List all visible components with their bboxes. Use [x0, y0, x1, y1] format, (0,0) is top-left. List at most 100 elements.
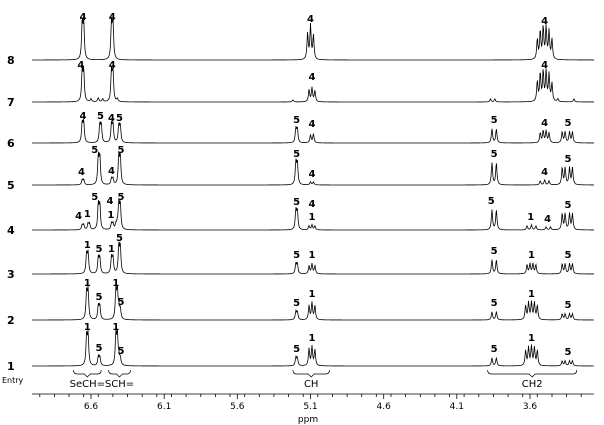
peak-label: 4: [541, 60, 548, 71]
peak-label: 4: [309, 199, 316, 210]
x-tick-label: 5.1: [303, 402, 317, 412]
region-bracket: [487, 369, 578, 378]
peak-label: 1: [108, 244, 115, 255]
peak-label: 5: [491, 115, 498, 126]
region-label: CH2: [522, 379, 543, 390]
peak-label: 5: [96, 343, 103, 354]
peak-label: 5: [293, 344, 300, 355]
spectrum-entry-4: [32, 199, 594, 231]
region-bracket: [73, 369, 102, 378]
peak-label: 5: [97, 111, 104, 122]
peak-label: 4: [80, 111, 87, 122]
entry-label-2: 2: [7, 314, 15, 327]
spectrum-entry-1: [32, 328, 594, 367]
peak-label: 1: [112, 322, 119, 333]
x-axis: 6.6 6.1 5.6 5.1 4.6 4.1 3.6: [32, 393, 594, 412]
region-bracket: [292, 369, 330, 378]
peak-label: 4: [307, 14, 314, 25]
region-label: SCH=: [105, 379, 134, 390]
spectrum-entry-8: [32, 16, 594, 61]
peak-label: 5: [293, 115, 300, 126]
peak-label: 5: [491, 149, 498, 160]
peak-label: 5: [488, 196, 495, 207]
region-label: SeCH=: [70, 379, 105, 390]
x-tick-label: 5.6: [230, 402, 245, 412]
peak-label: 5: [565, 300, 572, 311]
peak-label: 5: [293, 298, 300, 309]
entry-label-8: 8: [7, 54, 15, 67]
peak-label: 5: [491, 246, 498, 257]
peak-label: 4: [80, 12, 87, 23]
peak-label: 5: [293, 149, 300, 160]
spectrum-entry-6: [32, 119, 594, 144]
peak-label: 5: [116, 233, 123, 244]
peak-label: 5: [96, 292, 103, 303]
peak-label: 5: [565, 118, 572, 129]
peak-label: 1: [107, 210, 114, 221]
peak-label: 1: [84, 209, 91, 220]
peak-label: 4: [108, 113, 115, 124]
x-axis-title: ppm: [298, 415, 318, 425]
entry-label-3: 3: [7, 268, 15, 281]
peak-label: 4: [309, 119, 316, 130]
peak-label: 1: [309, 289, 316, 300]
peak-label: 5: [91, 145, 98, 156]
peak-label: 1: [309, 250, 316, 261]
peak-label: 4: [109, 60, 116, 71]
region-brackets-layer: SeCH= SCH= CH CH2: [70, 369, 578, 390]
entry-label-1: 1: [7, 360, 15, 373]
peak-label: 4: [78, 167, 85, 178]
spectra-layer: [32, 16, 594, 367]
peak-label: 4: [309, 72, 316, 83]
peak-label: 5: [491, 298, 498, 309]
peak-label: 5: [118, 145, 125, 156]
peak-label: 4: [309, 169, 316, 180]
entry-label-5: 5: [7, 179, 15, 192]
peak-label: 5: [293, 197, 300, 208]
peak-label: 1: [527, 212, 534, 223]
peak-label: 1: [528, 250, 535, 261]
spectrum-entry-2: [32, 285, 594, 321]
peak-label: 4: [108, 166, 115, 177]
peak-label: 1: [84, 240, 91, 251]
peak-label: 4: [109, 12, 116, 23]
entry-axis-label: Entry: [2, 376, 24, 385]
peak-label: 5: [565, 154, 572, 165]
peak-label: 1: [84, 278, 91, 289]
peak-label: 4: [107, 196, 114, 207]
peak-label: 5: [565, 250, 572, 261]
peak-label: 4: [75, 211, 82, 222]
peak-label: 5: [293, 250, 300, 261]
peak-label: 1: [528, 289, 535, 300]
entry-label-4: 4: [7, 224, 15, 237]
peak-label: 5: [91, 192, 98, 203]
entry-label-7: 7: [7, 96, 15, 109]
x-tick-label: 4.1: [450, 402, 464, 412]
peak-label: 5: [565, 347, 572, 358]
x-tick-label: 6.1: [157, 402, 171, 412]
region-bracket: [108, 369, 131, 378]
x-tick-label: 3.6: [523, 402, 538, 412]
peak-label: 4: [544, 214, 551, 225]
peak-label: 5: [118, 297, 125, 308]
entry-labels-layer: 8 7 6 5 4 3 2 1: [7, 54, 15, 373]
peak-label: 1: [84, 322, 91, 333]
entry-label-6: 6: [7, 137, 15, 150]
peak-label: 5: [118, 192, 125, 203]
peak-label: 1: [309, 212, 316, 223]
peak-label: 5: [118, 346, 125, 357]
spectrum-entry-5: [32, 151, 594, 186]
x-tick-label: 6.6: [84, 402, 99, 412]
x-tick-label: 4.6: [377, 402, 392, 412]
peak-label: 5: [96, 244, 103, 255]
peak-label: 4: [541, 16, 548, 27]
peak-label: 5: [116, 113, 123, 124]
peak-label: 4: [541, 167, 548, 178]
spectrum-entry-7: [32, 65, 594, 103]
region-label: CH: [304, 379, 319, 390]
peak-label: 1: [528, 333, 535, 344]
peak-label: 5: [565, 200, 572, 211]
spectrum-entry-3: [32, 241, 594, 275]
